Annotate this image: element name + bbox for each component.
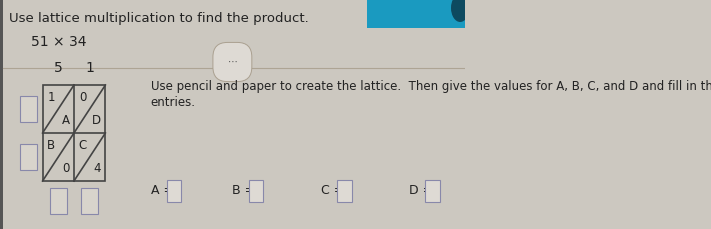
Text: 5: 5 [54,61,63,75]
Text: C: C [78,139,87,153]
FancyBboxPatch shape [167,180,181,202]
Text: entries.: entries. [151,96,196,109]
Text: 4: 4 [93,161,101,174]
FancyBboxPatch shape [425,180,440,202]
Text: 51 × 34: 51 × 34 [31,35,87,49]
Circle shape [451,0,469,22]
FancyBboxPatch shape [50,188,67,214]
Text: A: A [61,114,70,127]
FancyBboxPatch shape [337,180,351,202]
Text: B: B [47,139,55,153]
Text: 0: 0 [79,91,86,104]
Text: 1: 1 [85,61,94,75]
FancyBboxPatch shape [21,96,37,122]
FancyBboxPatch shape [249,180,263,202]
Bar [367,0,466,28]
Text: C =: C = [321,185,344,197]
Text: D =: D = [409,185,434,197]
Text: ⋯: ⋯ [228,57,237,67]
Bar [0,0,3,229]
Text: 1: 1 [47,91,55,104]
Text: B =: B = [232,185,256,197]
Text: 0: 0 [62,161,69,174]
Text: A =: A = [151,185,173,197]
FancyBboxPatch shape [81,188,98,214]
FancyBboxPatch shape [21,144,37,170]
Text: Use lattice multiplication to find the product.: Use lattice multiplication to find the p… [9,12,309,25]
Bar [43,85,105,181]
Text: Use pencil and paper to create the lattice.  Then give the values for A, B, C, a: Use pencil and paper to create the latti… [151,80,711,93]
Text: D: D [92,114,102,127]
